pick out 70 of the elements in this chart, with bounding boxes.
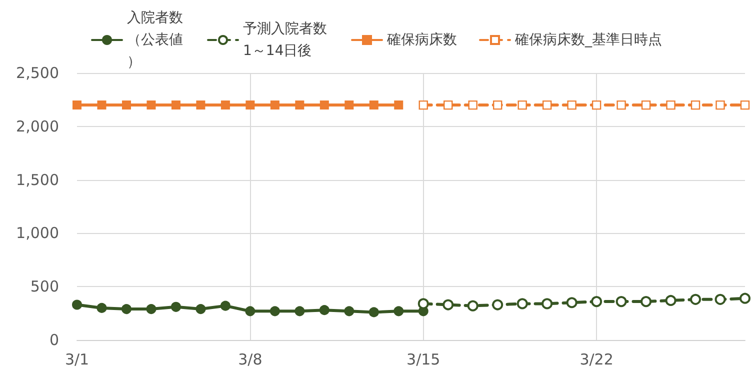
legend-label: 確保病床数_基準日時点 bbox=[514, 32, 662, 48]
y-tick-label: 500 bbox=[30, 278, 59, 296]
point bbox=[369, 100, 378, 110]
point bbox=[542, 100, 552, 110]
point bbox=[716, 100, 725, 110]
point bbox=[96, 302, 107, 313]
point bbox=[245, 306, 256, 316]
point bbox=[146, 100, 156, 110]
point bbox=[592, 100, 602, 110]
point bbox=[170, 302, 181, 312]
point bbox=[146, 304, 156, 314]
point bbox=[616, 100, 626, 110]
legend-label: 確保病床数 bbox=[386, 32, 457, 48]
legend-label: 入院者数（公表値） bbox=[127, 10, 183, 70]
point bbox=[641, 100, 651, 110]
x-tick-label: 3/22 bbox=[580, 350, 614, 368]
point bbox=[666, 100, 676, 110]
point bbox=[690, 100, 700, 110]
point bbox=[72, 100, 82, 110]
point bbox=[740, 292, 750, 304]
point bbox=[122, 100, 131, 110]
point bbox=[442, 299, 454, 310]
point bbox=[220, 300, 230, 311]
point bbox=[516, 298, 528, 310]
point bbox=[418, 298, 429, 310]
point bbox=[246, 100, 255, 110]
point bbox=[344, 306, 354, 316]
point bbox=[714, 294, 726, 305]
point bbox=[295, 100, 304, 110]
point bbox=[492, 299, 504, 310]
point bbox=[418, 100, 428, 110]
point bbox=[665, 294, 676, 306]
point bbox=[72, 300, 82, 310]
point bbox=[567, 100, 576, 110]
x-tick-label: 3/1 bbox=[64, 350, 90, 368]
point bbox=[492, 100, 502, 110]
y-tick-label: 2,500 bbox=[16, 64, 59, 82]
point bbox=[320, 100, 329, 110]
point bbox=[270, 306, 280, 316]
y-tick-label: 1,500 bbox=[16, 170, 59, 189]
y-tick-label: 2,000 bbox=[16, 117, 59, 136]
point bbox=[196, 100, 206, 110]
point bbox=[294, 306, 305, 316]
point bbox=[591, 296, 602, 308]
point bbox=[97, 100, 106, 110]
point bbox=[171, 100, 180, 110]
y-tick-label: 1,000 bbox=[16, 224, 59, 242]
x-tick-label: 3/15 bbox=[406, 350, 440, 368]
point bbox=[740, 100, 750, 110]
point bbox=[344, 100, 354, 110]
x-tick-label: 3/8 bbox=[238, 350, 262, 368]
point bbox=[542, 298, 553, 310]
point bbox=[220, 100, 230, 110]
point bbox=[319, 305, 330, 316]
point bbox=[640, 296, 652, 308]
point bbox=[394, 100, 404, 110]
point bbox=[690, 294, 702, 305]
y-tick-label: 0 bbox=[49, 331, 59, 349]
point bbox=[468, 100, 478, 110]
point bbox=[467, 300, 478, 312]
point bbox=[566, 297, 578, 308]
point bbox=[196, 304, 206, 314]
point bbox=[270, 100, 280, 110]
point bbox=[444, 100, 453, 110]
point bbox=[616, 296, 627, 308]
point bbox=[368, 307, 379, 318]
point bbox=[121, 304, 132, 314]
point bbox=[518, 100, 527, 110]
legend-label: 予測入院者数1～14日後 bbox=[243, 21, 327, 59]
point bbox=[394, 306, 404, 316]
